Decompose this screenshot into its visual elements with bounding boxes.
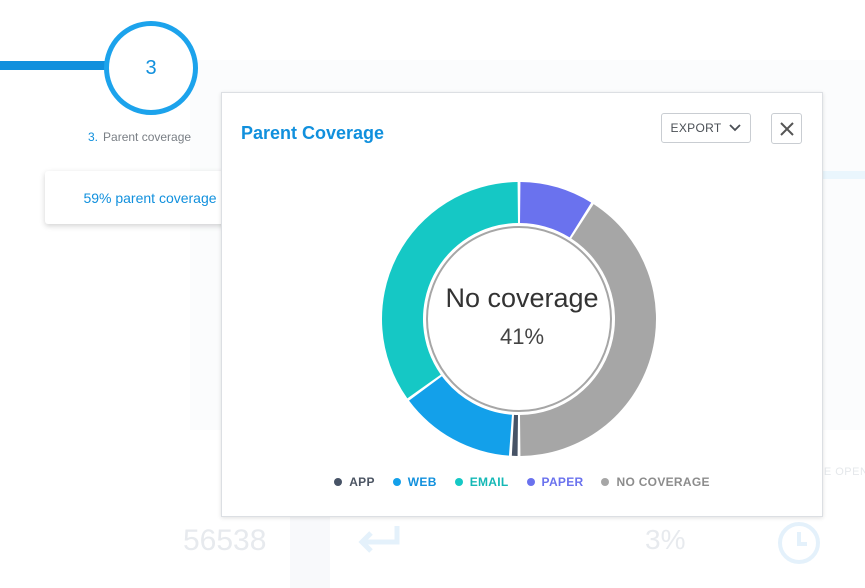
donut-center-title: No coverage <box>445 283 599 313</box>
donut-slice-paper[interactable] <box>520 182 592 238</box>
legend-dot <box>601 478 610 486</box>
legend-label: APP <box>349 475 375 489</box>
legend-dot <box>526 478 535 486</box>
legend-item-no-coverage[interactable]: NO COVERAGE <box>601 475 709 489</box>
step-number: 3 <box>145 56 157 79</box>
parent-coverage-modal: Parent Coverage EXPORT No coverage 41% A… <box>221 92 823 517</box>
return-arrow-icon <box>358 526 400 553</box>
background-progress-line <box>821 171 865 179</box>
donut-slice-web[interactable] <box>409 376 512 456</box>
donut-slice-email[interactable] <box>382 182 518 399</box>
chevron-down-icon <box>729 124 742 132</box>
step-caption-number: 3. <box>88 130 99 144</box>
export-button-label: EXPORT <box>670 121 722 135</box>
step-circle[interactable]: 3 <box>104 21 198 115</box>
donut-chart <box>382 182 656 456</box>
background-lower-panel <box>290 515 330 588</box>
close-button[interactable] <box>771 113 802 144</box>
legend-label: NO COVERAGE <box>616 475 710 489</box>
coverage-card-label: 59% parent coverage <box>83 189 217 206</box>
background-percent: 3% <box>645 524 686 555</box>
step-caption: 3. Parent coverage <box>88 130 191 144</box>
legend-item-web[interactable]: WEB <box>392 475 437 489</box>
donut-slice-app[interactable] <box>511 414 518 456</box>
export-button[interactable]: EXPORT <box>661 113 751 143</box>
progress-line <box>0 61 110 70</box>
background-number: 56538 <box>183 524 267 557</box>
legend-label: EMAIL <box>469 475 509 489</box>
legend-label: WEB <box>407 475 437 489</box>
donut-inner-ring <box>426 226 612 412</box>
step-caption-label: Parent coverage <box>103 130 192 144</box>
legend-item-paper[interactable]: PAPER <box>526 475 584 489</box>
legend-item-email[interactable]: EMAIL <box>454 475 509 489</box>
legend-item-app[interactable]: APP <box>334 475 375 489</box>
chart-legend: APP WEB EMAIL PAPER NO COVERAGE <box>222 475 822 489</box>
background-right-text: SE OPEN <box>816 466 865 478</box>
legend-label: PAPER <box>541 475 584 489</box>
close-icon <box>779 121 794 136</box>
parent-coverage-card[interactable]: 59% parent coverage <box>45 171 255 224</box>
donut-slice-no-coverage[interactable] <box>520 204 656 456</box>
clock-icon <box>778 522 820 564</box>
modal-title: Parent Coverage <box>241 123 385 143</box>
legend-dot <box>454 478 463 486</box>
donut-center-value: 41% <box>499 324 545 349</box>
legend-dot <box>392 478 401 486</box>
legend-dot <box>334 478 343 486</box>
